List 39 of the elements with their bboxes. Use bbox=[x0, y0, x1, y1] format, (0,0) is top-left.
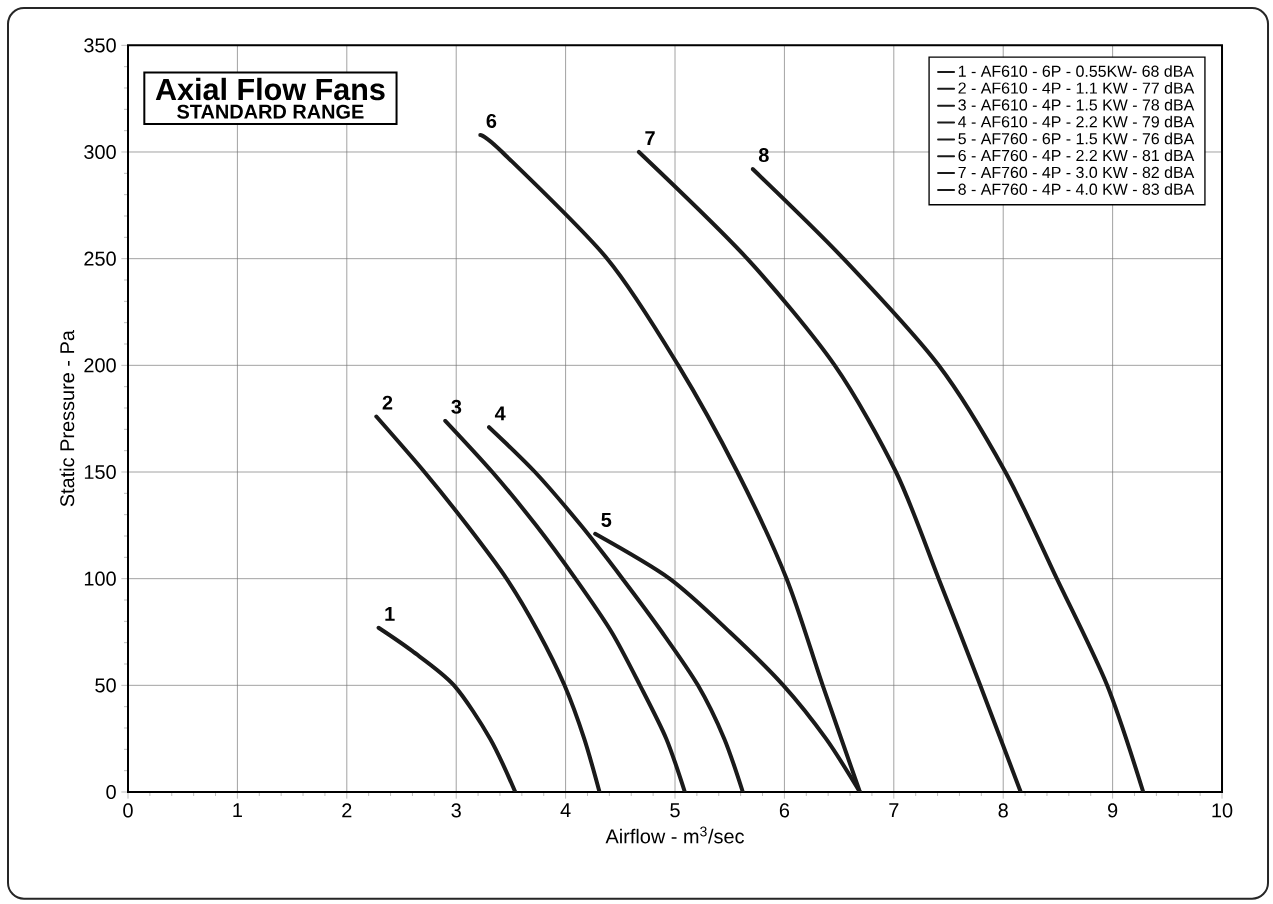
x-tick-label: 10 bbox=[1212, 803, 1233, 818]
x-tick-label: 3 bbox=[451, 803, 461, 818]
legend-label: 6 - AF760 - 4P - 2.2 KW - 81 dBA bbox=[958, 149, 1195, 162]
y-axis-title: Static Pressure - Pa bbox=[59, 330, 75, 507]
y-tick-label: 300 bbox=[84, 144, 116, 160]
y-tick-label: 100 bbox=[84, 571, 116, 586]
annotation: 4 bbox=[494, 406, 506, 421]
annotation: 8 bbox=[758, 148, 769, 163]
y-tick-label: 150 bbox=[84, 464, 116, 480]
legend-label: 3 - AF610 - 4P - 1.5 KW - 78 dBA bbox=[958, 98, 1195, 111]
x-tick-label: 6 bbox=[779, 803, 790, 818]
annotation: 3 bbox=[451, 399, 462, 414]
x-tick-label: 9 bbox=[1108, 803, 1118, 818]
x-axis-title: Airflow - m$^{3}$/sec bbox=[605, 826, 745, 844]
annotation: 2 bbox=[382, 395, 393, 410]
text: Axial Flow Fans bbox=[155, 77, 385, 101]
legend-label: 7 - AF760 - 4P - 3.0 KW - 82 dBA bbox=[958, 166, 1195, 179]
text: STANDARD RANGE bbox=[177, 104, 364, 119]
x-tick-label: 4 bbox=[560, 803, 571, 818]
legend-label: 4 - AF610 - 4P - 2.2 KW - 79 dBA bbox=[958, 115, 1195, 128]
annotation: 6 bbox=[486, 113, 497, 128]
x-tick-label: 8 bbox=[998, 803, 1008, 818]
x-tick-label: 2 bbox=[342, 803, 352, 818]
legend-label: 2 - AF610 - 4P - 1.1 KW - 77 dBA bbox=[958, 82, 1195, 94]
y-tick-label: 350 bbox=[84, 38, 116, 53]
legend-label: 1 - AF610 - 6P - 0.55KW- 68 dBA bbox=[958, 65, 1194, 77]
legend-label: 5 - AF760 - 6P - 1.5 KW - 76 dBA bbox=[958, 132, 1195, 145]
annotation: 1 bbox=[385, 607, 395, 621]
legend-label: 8 - AF760 - 4P - 4.0 KW - 83 dBA bbox=[958, 183, 1195, 195]
annotation: 5 bbox=[601, 513, 612, 527]
annotation: 7 bbox=[645, 131, 655, 146]
y-tick-label: 200 bbox=[84, 358, 116, 373]
x-tick-label: 7 bbox=[889, 803, 899, 818]
y-tick-label: 0 bbox=[106, 784, 116, 800]
y-tick-label: 50 bbox=[95, 678, 116, 693]
x-tick-label: 5 bbox=[670, 803, 680, 818]
y-tick-label: 250 bbox=[84, 251, 116, 266]
x-tick-label: 0 bbox=[123, 803, 133, 818]
x-tick-label: 1 bbox=[233, 803, 242, 818]
